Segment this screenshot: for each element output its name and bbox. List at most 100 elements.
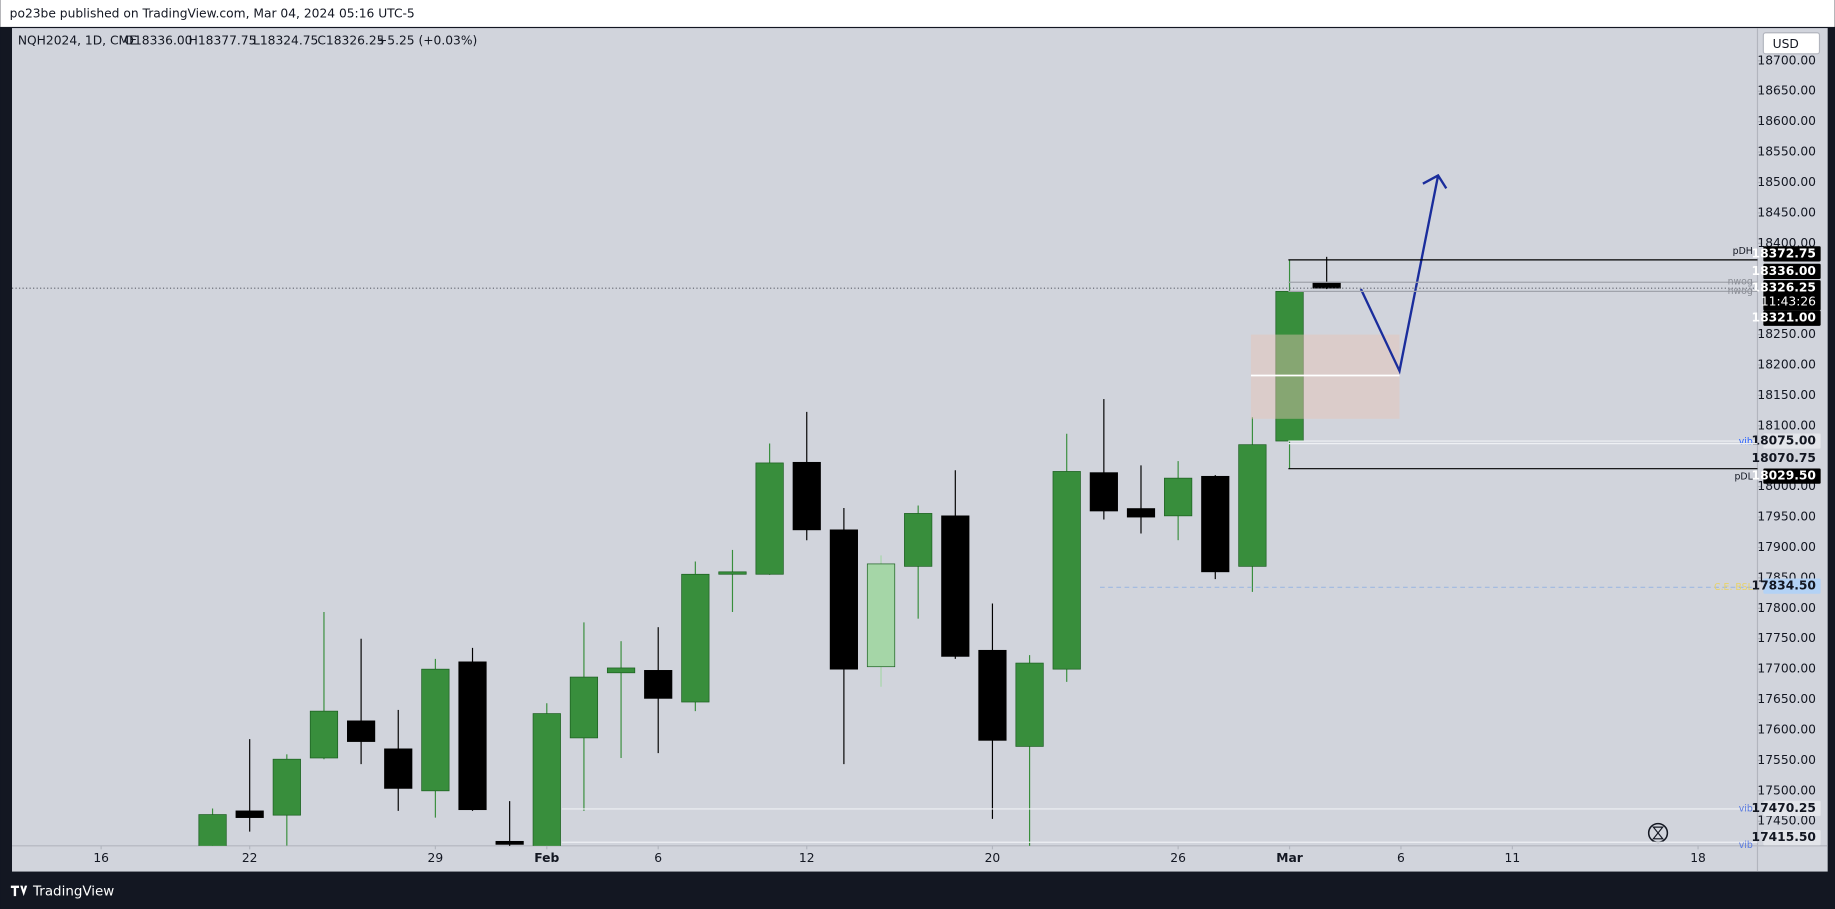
brand: TradingView (32, 884, 114, 899)
y-tick-label: 18700.00 (1757, 53, 1816, 67)
x-tick-label: 20 (985, 851, 1001, 865)
y-tick-label: 18550.00 (1757, 145, 1816, 159)
x-tick-label: 22 (242, 851, 258, 865)
change: +5.25 (+0.03%) (377, 33, 477, 47)
candle-body (347, 720, 376, 742)
y-tick-label: 18150.00 (1757, 388, 1816, 402)
candle-body (198, 814, 227, 846)
candle-body (272, 758, 301, 816)
level-name: vib (1739, 840, 1753, 851)
price-badge-label: 18321.00 (1752, 311, 1816, 325)
price-badge (1763, 246, 1821, 262)
y-tick-label: 18200.00 (1757, 357, 1816, 371)
y-tick-label: 18650.00 (1757, 84, 1816, 98)
top-bar (0, 0, 1835, 27)
publisher: po23be published on TradingView.com, Mar… (10, 7, 415, 21)
candle-body (904, 513, 933, 567)
y-tick-label: 17550.00 (1757, 753, 1816, 767)
y-tick-label: 17700.00 (1757, 662, 1816, 676)
brand-logo (10, 885, 28, 897)
x-tick-label: 12 (799, 851, 815, 865)
y-tick-label: 18600.00 (1757, 114, 1816, 128)
y-tick-label: 17800.00 (1757, 601, 1816, 615)
candle-body (421, 668, 450, 792)
candle-body (235, 810, 264, 818)
price-badge-label: 17470.25 (1752, 801, 1816, 815)
price-badge-label: 18326.25 (1752, 280, 1816, 294)
candle-body (606, 667, 636, 674)
ohlc: O18336.00 (124, 33, 192, 47)
y-tick-label: 18100.00 (1757, 418, 1816, 432)
ohlc: H18377.75 (189, 33, 257, 47)
price-badge (1763, 450, 1821, 467)
zone (1250, 334, 1400, 419)
candle-body (1275, 291, 1304, 442)
candle-body (755, 462, 784, 575)
candle-body (941, 515, 970, 657)
y-tick-label: 17950.00 (1757, 510, 1816, 524)
x-tick-label: 29 (428, 851, 444, 865)
price-badge (1763, 280, 1821, 311)
ohlc: L18324.75 (253, 33, 318, 47)
price-badge (1763, 578, 1821, 594)
level-name: pDL (1734, 471, 1753, 482)
x-tick-label: 6 (654, 851, 662, 865)
x-tick-label: 18 (1690, 851, 1706, 865)
price-badge (1763, 830, 1821, 846)
currency-button[interactable] (1762, 32, 1821, 55)
candle-body (1312, 281, 1341, 289)
candle-body (458, 661, 487, 811)
y-tick-label: 18500.00 (1757, 175, 1816, 189)
chart-area (12, 28, 1828, 872)
currency[interactable]: USD (1773, 37, 1799, 51)
projection-arrow (1359, 173, 1448, 375)
candle-body (681, 573, 710, 703)
price-badge (1763, 468, 1821, 484)
y-tick-label: 17450.00 (1757, 814, 1816, 828)
y-tick-label: 17750.00 (1757, 631, 1816, 645)
candle-body (644, 670, 673, 699)
y-tick-label: 18450.00 (1757, 205, 1816, 219)
level-name: vib (1739, 437, 1753, 448)
replay-icon-glyph (1652, 826, 1664, 840)
x-tick-label: 26 (1170, 851, 1186, 865)
level-name: C.E. BSL (1714, 582, 1754, 593)
candle-body (978, 649, 1007, 741)
y-tick-label: 17500.00 (1757, 783, 1816, 797)
price-badge (1763, 263, 1821, 280)
countdown: 11:43:26 (1761, 294, 1816, 308)
candle-body (792, 461, 821, 531)
candle-body (495, 840, 524, 845)
candle-body (532, 713, 561, 846)
y-tick-label: 18250.00 (1757, 327, 1816, 341)
level-name: nwog (1728, 277, 1753, 288)
price-badge-label: 18029.50 (1752, 469, 1816, 483)
y-tick-label: 17600.00 (1757, 722, 1816, 736)
candle-body (1164, 477, 1193, 517)
price-badge (1763, 433, 1821, 449)
plot (198, 256, 1341, 846)
candle-body (1015, 662, 1044, 747)
level-name: vib (1739, 803, 1753, 814)
candle-body (1089, 472, 1118, 512)
candle-body (384, 748, 413, 789)
candle-body (829, 529, 858, 670)
price-badge-label: 18075.00 (1752, 434, 1816, 448)
candle-body (1052, 471, 1081, 670)
price-badge-label: 18070.75 (1752, 451, 1816, 465)
x-tick-label: Feb (534, 851, 559, 865)
candle-body (1238, 444, 1267, 567)
y-tick-label: 17900.00 (1757, 540, 1816, 554)
price-badge (1763, 800, 1821, 816)
y-tick-label: 17650.00 (1757, 692, 1816, 706)
x-tick-label: Mar (1276, 851, 1303, 865)
candle-body (1201, 475, 1230, 573)
price-badge-label: 17834.50 (1752, 579, 1816, 593)
level-name: nwog (1728, 286, 1753, 297)
price-badge-label: 18336.00 (1752, 264, 1816, 278)
price-badge-label: 18372.75 (1752, 246, 1816, 260)
level-name: pDH (1733, 246, 1753, 257)
candle-body (309, 710, 339, 759)
